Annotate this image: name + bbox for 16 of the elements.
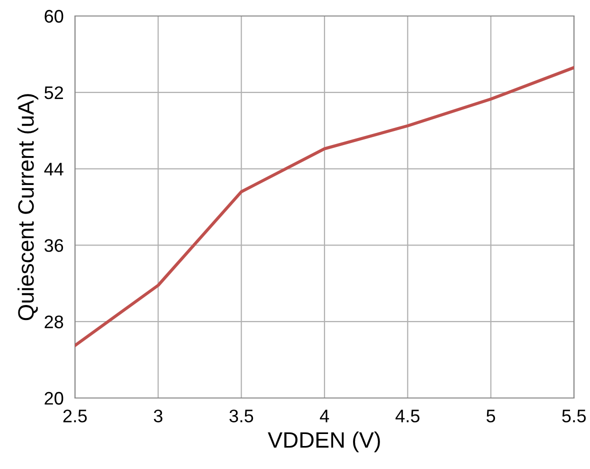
x-tick-label: 2.5 (63, 410, 87, 422)
x-tick-label: 4 (320, 410, 329, 422)
x-tick-label: 5.5 (562, 410, 586, 422)
y-axis-title: Quiescent Current (uA) (18, 94, 38, 320)
y-tick-label: 44 (44, 162, 64, 176)
x-axis-title: VDDEN (V) (268, 432, 380, 452)
y-tick-label: 20 (44, 392, 64, 405)
x-tick-label: 3 (154, 410, 162, 422)
y-tick-label: 60 (44, 10, 64, 23)
x-tick-label: 5 (486, 410, 496, 422)
y-tick-label: 52 (44, 86, 63, 100)
y-tick-label: 28 (44, 316, 64, 328)
x-tick-label: 3.5 (229, 410, 254, 422)
y-tick-label: 36 (44, 239, 64, 252)
line-series (75, 66, 574, 348)
x-tick-label: 4.5 (396, 410, 420, 422)
